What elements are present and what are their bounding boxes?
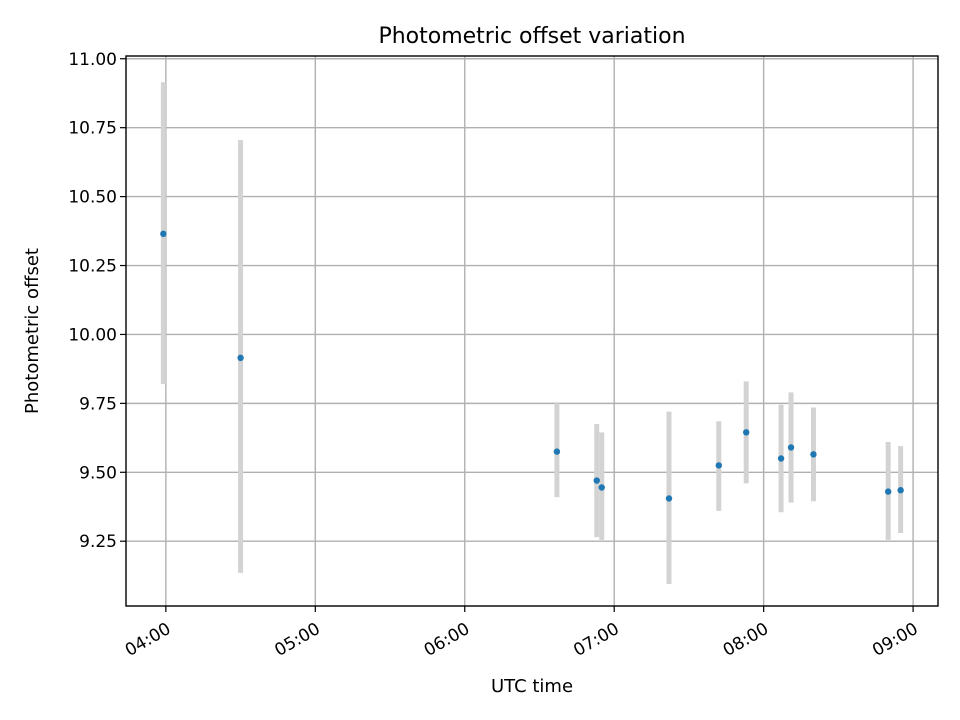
y-tick-label: 11.00: [68, 50, 117, 70]
y-tick-label: 9.75: [79, 394, 117, 414]
data-point: [237, 354, 244, 362]
y-tick-label: 10.75: [68, 119, 117, 139]
data-point: [787, 444, 795, 451]
data-point: [897, 487, 904, 494]
data-point: [810, 451, 817, 458]
data-point: [665, 495, 673, 502]
data-point: [598, 484, 605, 491]
y-tick-label: 10.50: [68, 188, 117, 208]
chart-title: Photometric offset variation: [378, 24, 685, 49]
data-point: [160, 230, 167, 238]
plot-frame: [125, 55, 939, 607]
data-point: [777, 455, 785, 462]
y-axis-label: Photometric offset: [22, 248, 43, 414]
x-tick-label: 05:00: [271, 619, 323, 661]
x-tick-label: 06:00: [421, 619, 473, 661]
x-tick-label: 04:00: [122, 619, 174, 661]
grid: [126, 56, 938, 606]
y-tick-label: 10.25: [68, 257, 117, 277]
y-tick-label: 10.00: [68, 325, 117, 345]
x-tick-label: 09:00: [869, 619, 921, 661]
x-axis-label: UTC time: [491, 676, 573, 697]
x-tick-label: 08:00: [720, 619, 772, 661]
y-tick-label: 9.50: [79, 463, 117, 483]
data-point: [553, 448, 561, 455]
error-bars: [160, 82, 904, 584]
data-points: [160, 230, 904, 502]
data-point: [593, 477, 600, 484]
y-tick-label: 9.25: [79, 532, 117, 552]
data-point: [884, 488, 892, 495]
y-axis-ticks: 9.25 9.50 9.75 10.00 10.25 10.50 10.75 11.00: [68, 50, 126, 552]
data-point: [715, 462, 723, 469]
x-tick-label: 07:00: [570, 619, 622, 661]
data-point: [743, 429, 750, 436]
x-axis-ticks: 04:00 05:00 06:00 07:00 08:00 09:00: [122, 606, 922, 661]
